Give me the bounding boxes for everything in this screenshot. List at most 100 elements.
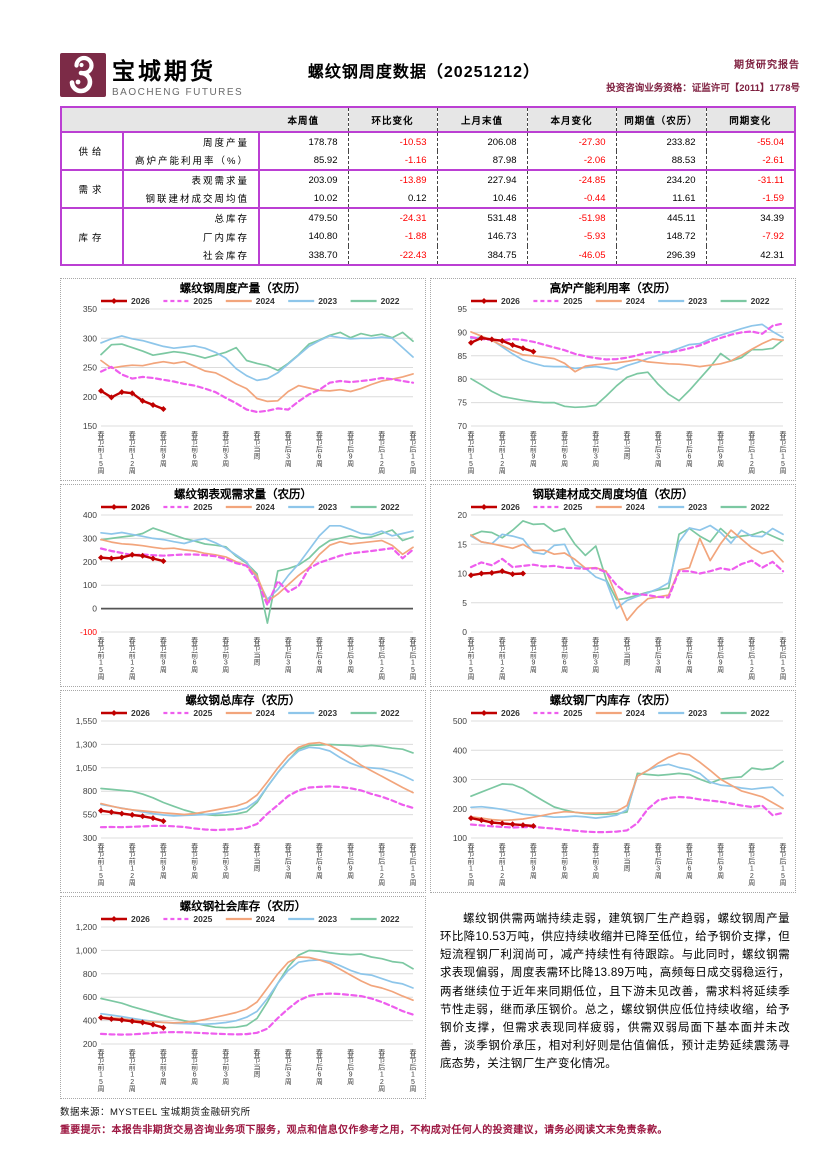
svg-text:春节当周: 春节当周 — [254, 636, 261, 667]
table-cell: 233.82 — [615, 131, 706, 151]
table-row: 钢联建材成交周均值 10.02 0.12 10.46 -0.44 11.61 -1.59 — [61, 189, 795, 208]
svg-text:2024: 2024 — [256, 296, 275, 306]
table-cell: 87.98 — [436, 151, 527, 170]
table-cell: 146.73 — [436, 227, 527, 246]
svg-text:2023: 2023 — [318, 502, 337, 512]
chart-svg: 0 5 10 15 20 钢联建材成交周度均值（农历） 春节前 1 5 周 春节前 1 2 周 春节前 9 周 春… — [458, 487, 787, 681]
svg-text:600: 600 — [83, 992, 97, 1002]
svg-text:2023: 2023 — [688, 296, 707, 306]
metric-label: 表观需求量 — [123, 169, 260, 189]
summary-table: 本周值 环比变化 上月末值 本月变化 同期值（农历） 同期变化 供给 周度产量 178.78-… — [60, 106, 796, 266]
table-cell: 85.92 — [313, 154, 338, 166]
svg-text:春节当周: 春节当周 — [254, 842, 261, 873]
svg-text:400: 400 — [83, 510, 97, 520]
chart-transaction-average: 0 5 10 15 20 钢联建材成交周度均值（农历） 春节前 1 5 周 春节前 1 2 周 春节前 9 周 春… — [430, 484, 796, 687]
svg-text:2024: 2024 — [626, 708, 645, 718]
metric-label: 总库存 — [123, 207, 260, 227]
svg-text:春节当周: 春节当周 — [254, 430, 261, 461]
group-label: 供给 — [61, 131, 124, 170]
svg-text:800: 800 — [83, 786, 97, 796]
table-cell: 88.53 — [615, 151, 706, 170]
commentary-panel: 螺纹钢供需两端持续走弱，建筑钢厂生产趋弱，螺纹钢周产量环比降10.53万吨，供应… — [430, 896, 796, 1099]
column-header: 上月末值 — [436, 107, 527, 133]
svg-text:螺纹钢总库存（农历）: 螺纹钢总库存（农历） — [186, 693, 301, 707]
table-row: 库存 总库存 479.50 -24.31 531.48 -51.98 445.11 34.39 — [61, 207, 795, 265]
baocheng-logo-icon — [60, 53, 106, 97]
svg-text:0: 0 — [462, 627, 467, 637]
svg-text:2022: 2022 — [751, 296, 770, 306]
svg-text:2026: 2026 — [501, 502, 520, 512]
svg-text:螺纹钢社会库存（农历）: 螺纹钢社会库存（农历） — [180, 899, 307, 913]
table-cell: 0.12 — [347, 189, 437, 208]
svg-text:1,200: 1,200 — [76, 922, 98, 932]
svg-text:2024: 2024 — [256, 502, 275, 512]
table-row: 厂内库存 140.80 -1.88 146.73 -5.93 148.72 -7.92 — [61, 227, 795, 246]
svg-text:300: 300 — [453, 775, 467, 785]
table-cell: -27.30 — [526, 131, 616, 151]
svg-text:200: 200 — [453, 804, 467, 814]
svg-text:95: 95 — [458, 304, 468, 314]
chart-svg: -100 0 100 200 300 400 螺纹钢表观需求量（农历） 春节前 1 5 周 春节前 1 2… — [80, 487, 417, 681]
table-cell: -1.16 — [347, 151, 437, 170]
svg-text:200: 200 — [83, 1039, 97, 1049]
svg-text:85: 85 — [458, 351, 468, 361]
table-cell: -22.43 — [347, 246, 437, 265]
svg-text:2026: 2026 — [501, 296, 520, 306]
svg-text:2024: 2024 — [256, 708, 275, 718]
metric-label: 厂内库存 — [123, 227, 260, 246]
table-corner-cell — [61, 107, 259, 133]
table-cell: -51.98 — [526, 207, 616, 227]
svg-text:350: 350 — [83, 304, 97, 314]
table-cell: 203.09 — [259, 169, 348, 189]
table-cell: -1.59 — [705, 189, 795, 208]
svg-text:2023: 2023 — [688, 708, 707, 718]
svg-text:2025: 2025 — [563, 296, 582, 306]
svg-text:螺纹钢周度产量（农历）: 螺纹钢周度产量（农历） — [180, 281, 307, 295]
table-cell: 234.20 — [615, 169, 706, 189]
table-cell: 445.11 — [615, 207, 706, 227]
svg-text:高炉产能利用率（农历）: 高炉产能利用率（农历） — [550, 281, 677, 295]
svg-text:2025: 2025 — [563, 708, 582, 718]
chart-mill-inventory: 100 200 300 400 500 螺纹钢厂内库存（农历） 春节前 1 5 周 春节前 1 2 周 春节… — [430, 690, 796, 893]
brand-name-en: BAOCHENG FUTURES — [112, 87, 244, 98]
table-cell: 140.80 — [308, 231, 338, 242]
table-cell: -2.06 — [526, 151, 616, 170]
table-cell: 34.39 — [705, 207, 795, 227]
chart-apparent-demand: -100 0 100 200 300 400 螺纹钢表观需求量（农历） 春节前 1 5 周 春节前 1 2… — [60, 484, 426, 687]
logo: 宝城期货 BAOCHENG FUTURES — [60, 52, 280, 98]
svg-text:2025: 2025 — [193, 708, 212, 718]
svg-text:2024: 2024 — [256, 914, 275, 924]
table-cell: -24.31 — [347, 207, 437, 227]
svg-text:250: 250 — [83, 363, 97, 373]
column-header: 环比变化 — [347, 107, 437, 133]
table-cell: 148.72 — [615, 227, 706, 246]
table-cell: 227.94 — [436, 169, 527, 189]
